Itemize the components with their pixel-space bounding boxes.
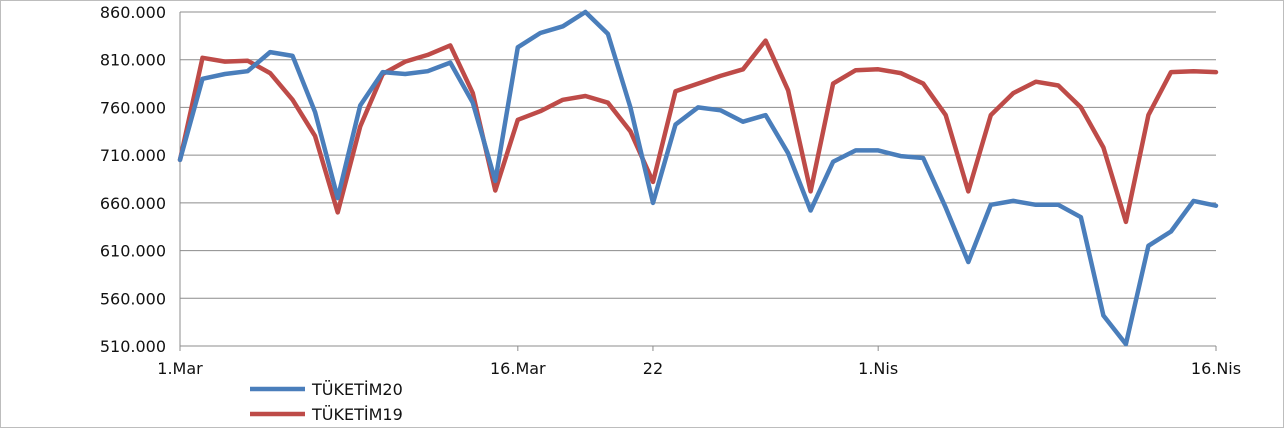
y-tick-label: 860.000 bbox=[100, 3, 166, 22]
x-tick-label: 16.Nis bbox=[1191, 359, 1241, 378]
x-tick-label: 22 bbox=[643, 359, 663, 378]
legend-label-1: TÜKETİM19 bbox=[311, 405, 403, 424]
x-tick-label: 1.Mar bbox=[157, 359, 203, 378]
x-tick-label: 16.Mar bbox=[490, 359, 546, 378]
x-tick-label: 1.Nis bbox=[858, 359, 898, 378]
y-tick-label: 660.000 bbox=[100, 194, 166, 213]
y-tick-label: 710.000 bbox=[100, 146, 166, 165]
y-tick-label: 610.000 bbox=[100, 242, 166, 261]
series-line-1 bbox=[177, 38, 1219, 225]
y-tick-label: 510.000 bbox=[100, 337, 166, 356]
y-tick-label: 560.000 bbox=[100, 289, 166, 308]
series-line-0 bbox=[177, 9, 1219, 347]
y-tick-label: 760.000 bbox=[100, 98, 166, 117]
legend-label-0: TÜKETİM20 bbox=[311, 380, 403, 399]
y-tick-label: 810.000 bbox=[100, 51, 166, 70]
